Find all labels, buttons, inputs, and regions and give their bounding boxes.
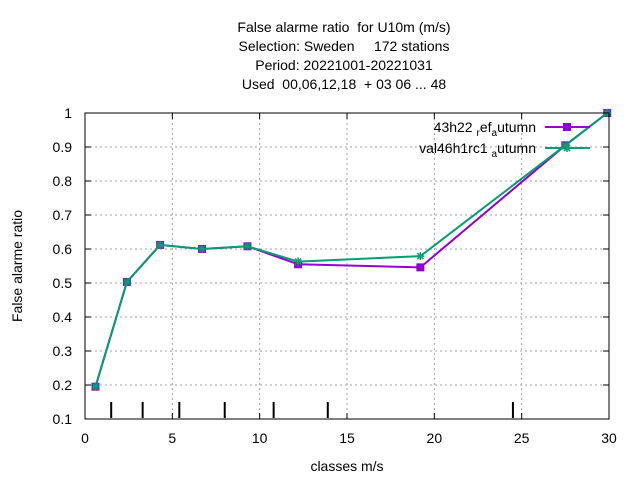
- data-point: [122, 277, 131, 286]
- series-2: [91, 109, 612, 391]
- y-tick-label: 0.5: [53, 275, 73, 291]
- data-point: [416, 252, 425, 261]
- title-line: Used 00,06,12,18 + 03 06 ... 48: [242, 76, 447, 92]
- x-tick-label: 0: [81, 430, 89, 446]
- x-tick-label: 15: [339, 430, 355, 446]
- x-tick-label: 30: [601, 430, 617, 446]
- title-line: Selection: Sweden 172 stations: [239, 38, 450, 54]
- y-tick-label: 0.3: [53, 343, 73, 359]
- data-point: [416, 263, 425, 272]
- legend-label: val46h1rc1 autumn: [419, 140, 536, 160]
- legend-label: 43h22 refautumn: [434, 119, 536, 139]
- class-boundary-markers: [110, 402, 514, 418]
- y-tick-label: 0.8: [53, 173, 73, 189]
- data-point: [563, 123, 571, 131]
- axis-ticks: 0 5 10 15 20 25 30 0.1 0.2 0.3 0.4 0.5 0.6 0.7 0.8 0.9 1: [53, 105, 617, 446]
- x-axis-label: classes m/s: [310, 458, 383, 474]
- data-point: [294, 257, 303, 266]
- plot-frame: [84, 112, 610, 420]
- legend-item: 43h22 refautumn: [434, 119, 590, 139]
- y-tick-label: 1: [64, 105, 72, 121]
- title-line: Period: 20221001-20221031: [255, 57, 433, 73]
- data-point: [198, 245, 207, 253]
- x-tick-label: 5: [168, 430, 176, 446]
- data-point: [563, 144, 571, 152]
- grid: [85, 113, 609, 419]
- y-tick-label: 0.1: [53, 411, 73, 427]
- y-axis-label: False alarme ratio: [9, 210, 25, 322]
- title-line: False alarme ratio for U10m (m/s): [237, 19, 450, 35]
- y-tick-label: 0.4: [53, 309, 73, 325]
- y-tick-label: 0.2: [53, 377, 73, 393]
- y-tick-label: 0.9: [53, 139, 73, 155]
- chart-title: False alarme ratio for U10m (m/s) Selecti…: [237, 19, 450, 92]
- data-point: [91, 382, 100, 391]
- x-tick-label: 25: [514, 430, 530, 446]
- data-point: [156, 240, 165, 249]
- data-point: [243, 242, 252, 251]
- x-tick-label: 10: [252, 430, 268, 446]
- y-tick-label: 0.7: [53, 207, 73, 223]
- y-tick-label: 0.6: [53, 241, 73, 257]
- x-tick-label: 20: [427, 430, 443, 446]
- legend-item: val46h1rc1 autumn: [419, 140, 590, 160]
